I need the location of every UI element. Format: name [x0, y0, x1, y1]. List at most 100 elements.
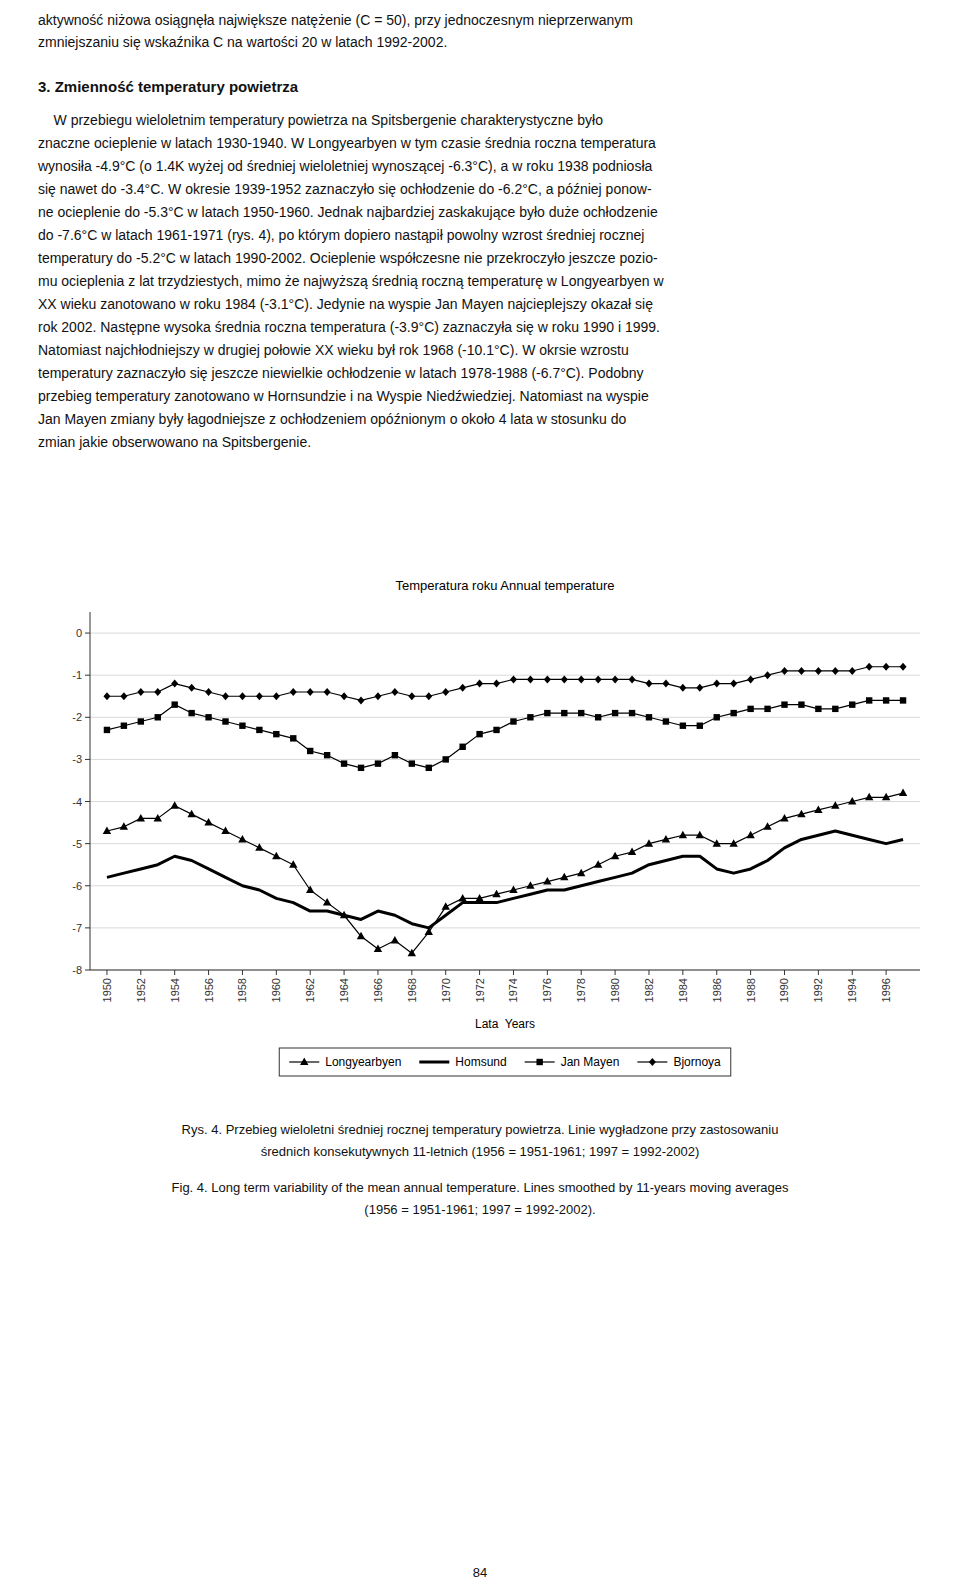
point-marker [646, 714, 652, 720]
grid-line [90, 675, 920, 676]
point-marker [459, 744, 465, 750]
point-marker [204, 818, 212, 826]
body-text-line: się nawet do -3.4°C. W okresie 1939-1952… [38, 181, 652, 197]
point-marker [595, 675, 602, 683]
point-marker [154, 688, 161, 696]
point-marker [696, 684, 703, 692]
point-marker [848, 797, 856, 805]
x-tick [547, 970, 548, 975]
point-marker [476, 731, 482, 737]
y-tick-label: 0 [76, 627, 82, 639]
x-tick [344, 970, 345, 975]
point-marker [188, 710, 194, 716]
x-tick [208, 970, 209, 975]
y-tick [85, 675, 90, 676]
point-marker [849, 701, 855, 707]
point-marker [104, 727, 110, 733]
point-marker [442, 902, 450, 910]
series-line [107, 831, 903, 928]
point-marker [493, 727, 499, 733]
point-marker [426, 765, 432, 771]
x-tick [479, 970, 480, 975]
point-marker [594, 860, 602, 868]
point-marker [272, 852, 280, 860]
legend-label: Longyearbyen [325, 1055, 401, 1069]
x-tick [411, 970, 412, 975]
point-marker [408, 949, 416, 957]
x-tick [513, 970, 514, 975]
y-tick [85, 759, 90, 760]
point-marker [374, 692, 381, 700]
plot-area [103, 663, 908, 956]
point-marker [679, 684, 686, 692]
point-marker [595, 714, 601, 720]
series-line [107, 667, 903, 701]
x-tick-label: 1972 [474, 978, 486, 1002]
x-tick-label: 1952 [135, 978, 147, 1002]
point-marker [747, 706, 753, 712]
point-marker [849, 667, 856, 675]
x-axis-line [90, 970, 920, 971]
y-axis-line [90, 612, 91, 970]
grid-line [90, 927, 920, 928]
point-marker [577, 869, 585, 877]
point-marker [221, 827, 229, 835]
point-marker [323, 898, 331, 906]
point-marker [205, 714, 211, 720]
body-text-line: temperatury zaznaczyło się jeszcze niewi… [38, 365, 644, 381]
y-tick [85, 717, 90, 718]
point-marker [121, 723, 127, 729]
y-tick-label: -3 [72, 753, 82, 765]
point-marker [663, 718, 669, 724]
point-marker [188, 684, 195, 692]
x-tick-label: 1992 [812, 978, 824, 1002]
point-marker [425, 692, 432, 700]
point-marker [442, 688, 449, 696]
point-marker [510, 675, 517, 683]
point-marker [357, 932, 365, 940]
x-tick [581, 970, 582, 975]
x-tick [886, 970, 887, 975]
chart-title: Temperatura roku Annual temperature [396, 578, 615, 593]
legend-label: Homsund [455, 1055, 506, 1069]
x-tick-label: 1962 [304, 978, 316, 1002]
point-marker [527, 675, 534, 683]
x-tick-label: 1964 [338, 978, 350, 1002]
x-tick-label: 1990 [778, 978, 790, 1002]
legend-label: Bjornoya [673, 1055, 721, 1069]
x-tick-label: 1976 [541, 978, 553, 1002]
point-marker [900, 697, 906, 703]
x-tick [174, 970, 175, 975]
body-text-line: aktywność niżowa osiągnęła największe na… [38, 12, 633, 28]
point-marker [289, 860, 297, 868]
point-marker [882, 793, 890, 801]
x-tick [784, 970, 785, 975]
point-marker [679, 831, 687, 839]
point-marker [611, 852, 619, 860]
point-marker [713, 680, 720, 688]
x-tick-label: 1978 [575, 978, 587, 1002]
body-text-line: zmniejszaniu się wskaźnika C na wartości… [38, 34, 447, 50]
grid-line [90, 759, 920, 760]
y-tick [85, 633, 90, 634]
point-marker [391, 936, 399, 944]
x-tick [818, 970, 819, 975]
point-marker [900, 663, 907, 671]
grid-line [90, 633, 920, 634]
x-tick-label: 1984 [677, 978, 689, 1002]
point-marker [222, 692, 229, 700]
point-marker [697, 723, 703, 729]
point-marker [560, 873, 568, 881]
point-marker [238, 835, 246, 843]
legend-marker [536, 1059, 542, 1065]
x-tick [750, 970, 751, 975]
x-tick-label: 1986 [711, 978, 723, 1002]
point-marker [543, 877, 551, 885]
body-text-line: do -7.6°C w latach 1961-1971 (rys. 4), p… [38, 227, 644, 243]
x-tick [276, 970, 277, 975]
x-tick-label: 1968 [406, 978, 418, 1002]
point-marker [561, 710, 567, 716]
series-line [107, 700, 903, 767]
y-tick-label: -2 [72, 711, 82, 723]
point-marker [714, 714, 720, 720]
